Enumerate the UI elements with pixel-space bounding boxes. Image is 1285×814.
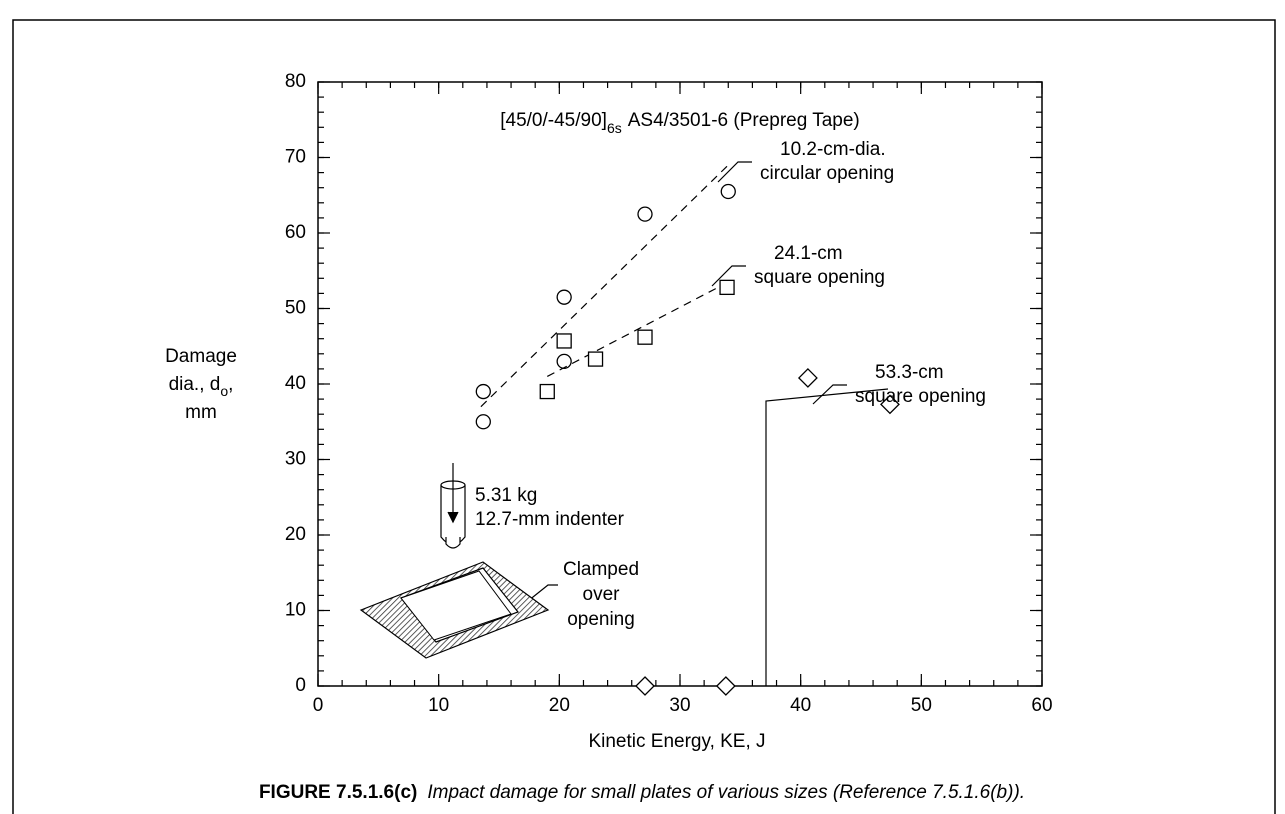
x-axis-label: Kinetic Energy, KE, J — [588, 731, 765, 752]
inset-label: opening — [567, 609, 635, 630]
inset-label: 5.31 kg — [475, 485, 537, 506]
x-tick-label: 30 — [669, 695, 690, 716]
x-tick-label: 50 — [911, 695, 932, 716]
caption-label: FIGURE 7.5.1.6(c) — [259, 782, 417, 803]
y-tick-label: 80 — [285, 71, 306, 92]
annotation-rest: AS4/3501-6 (Prepreg Tape) — [628, 110, 860, 131]
series-label: 10.2-cm-dia. — [780, 139, 886, 160]
caption-text: Impact damage for small plates of variou… — [427, 782, 1025, 803]
series-label: 53.3-cm — [875, 362, 944, 383]
data-point — [635, 676, 655, 696]
y-tick-label: 0 — [295, 675, 306, 696]
y-tick-label: 30 — [285, 449, 306, 470]
y-axis-label-part: dia., d — [169, 374, 221, 395]
data-point — [637, 329, 653, 345]
x-tick-label: 40 — [790, 695, 811, 716]
y-axis-label: Damage — [165, 346, 237, 367]
data-point — [475, 383, 491, 400]
data-point — [475, 414, 491, 430]
x-tick-label: 0 — [313, 695, 324, 716]
data-point — [556, 353, 572, 370]
y-axis-label: mm — [185, 402, 217, 423]
annotation-sub: 6s — [607, 120, 622, 136]
data-point — [797, 368, 818, 388]
data-point — [539, 383, 555, 400]
leaders — [527, 161, 889, 686]
clamp-frame — [359, 561, 550, 659]
annotation: [45/0/-45/90]6s AS4/3501-6 (Prepreg Tape) — [500, 110, 860, 136]
y-tick-label: 10 — [285, 600, 306, 621]
data-point — [587, 351, 604, 367]
y-tick-label: 70 — [285, 147, 306, 168]
y-tick-label: 60 — [285, 222, 306, 243]
y-tick-label: 50 — [285, 298, 306, 319]
inset-label: over — [583, 584, 621, 605]
series-label: square opening — [754, 267, 885, 288]
y-axis-label-part: , — [228, 374, 233, 395]
data-point — [637, 206, 653, 222]
indenter-icon — [440, 463, 466, 549]
data-point — [556, 333, 572, 349]
inset-label: 12.7-mm indenter — [475, 509, 625, 530]
x-tick-label: 60 — [1031, 695, 1052, 716]
annotation-main: [45/0/-45/90] — [500, 110, 607, 131]
x-tick-label: 20 — [549, 695, 570, 716]
page-border — [12, 19, 1276, 814]
y-axis-label-sub: o — [220, 383, 228, 399]
series-label: 24.1-cm — [774, 243, 843, 264]
caption: FIGURE 7.5.1.6(c) Impact damage for small… — [259, 782, 1025, 803]
fit-line — [546, 281, 729, 377]
data-point — [715, 676, 736, 696]
y-tick-label: 20 — [285, 524, 306, 545]
x-tick-label: 10 — [428, 695, 449, 716]
data-point — [880, 394, 900, 415]
data-point — [720, 183, 736, 200]
fit-line — [480, 164, 729, 408]
inset-label: Clamped — [563, 559, 639, 580]
series-label: circular opening — [760, 163, 894, 184]
series-label: square opening — [855, 386, 986, 407]
y-tick-label: 40 — [285, 373, 306, 394]
data-point — [556, 289, 572, 305]
y-axis-label: dia., do, — [169, 374, 234, 399]
data-point — [719, 279, 735, 296]
